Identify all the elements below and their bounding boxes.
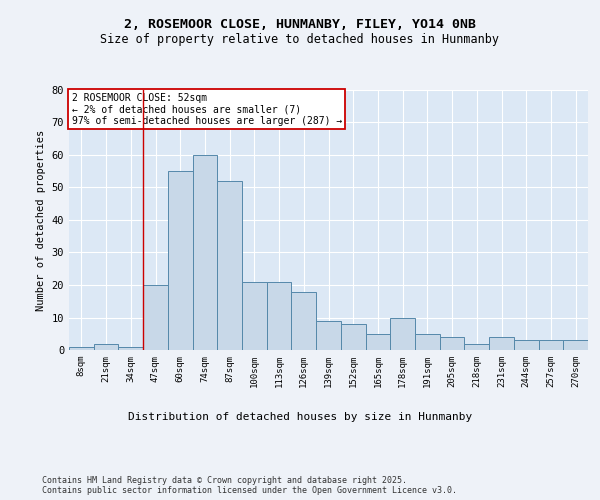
Bar <box>563 340 588 350</box>
Text: 2, ROSEMOOR CLOSE, HUNMANBY, FILEY, YO14 0NB: 2, ROSEMOOR CLOSE, HUNMANBY, FILEY, YO14… <box>124 18 476 30</box>
Bar <box>464 344 489 350</box>
Bar <box>193 155 217 350</box>
Y-axis label: Number of detached properties: Number of detached properties <box>36 130 46 310</box>
Bar <box>118 347 143 350</box>
Bar <box>143 285 168 350</box>
Text: Size of property relative to detached houses in Hunmanby: Size of property relative to detached ho… <box>101 32 499 46</box>
Bar <box>514 340 539 350</box>
Bar <box>316 321 341 350</box>
Bar <box>539 340 563 350</box>
Bar <box>292 292 316 350</box>
Bar <box>168 171 193 350</box>
Bar <box>217 181 242 350</box>
Bar <box>242 282 267 350</box>
Bar <box>390 318 415 350</box>
Bar <box>415 334 440 350</box>
Text: Distribution of detached houses by size in Hunmanby: Distribution of detached houses by size … <box>128 412 472 422</box>
Bar <box>341 324 365 350</box>
Bar <box>69 347 94 350</box>
Text: 2 ROSEMOOR CLOSE: 52sqm
← 2% of detached houses are smaller (7)
97% of semi-deta: 2 ROSEMOOR CLOSE: 52sqm ← 2% of detached… <box>71 92 342 126</box>
Bar <box>440 337 464 350</box>
Bar <box>489 337 514 350</box>
Bar <box>365 334 390 350</box>
Text: Contains HM Land Registry data © Crown copyright and database right 2025.
Contai: Contains HM Land Registry data © Crown c… <box>42 476 457 495</box>
Bar <box>267 282 292 350</box>
Bar <box>94 344 118 350</box>
